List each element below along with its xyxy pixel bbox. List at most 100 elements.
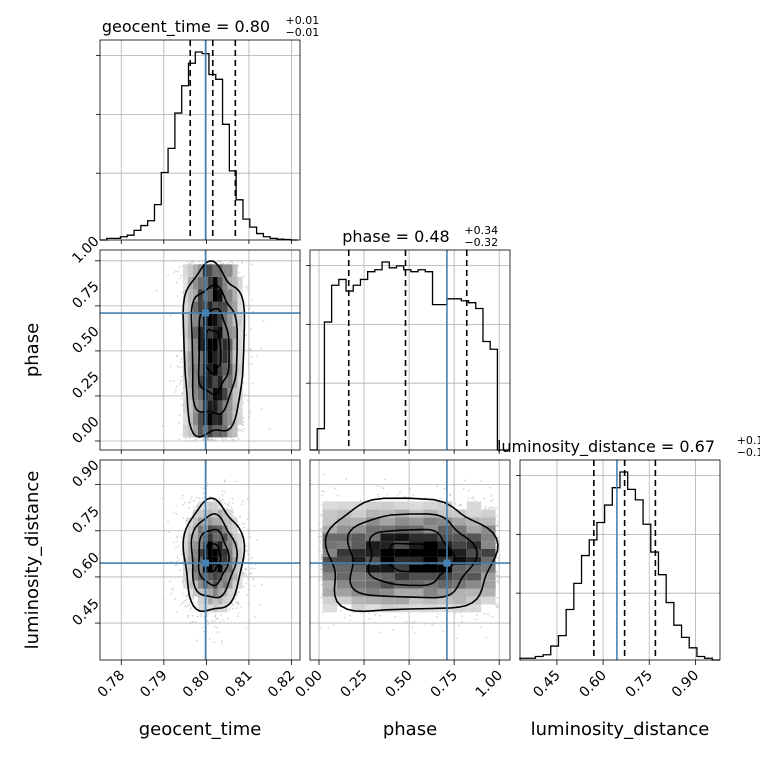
scatter-point [247,518,249,520]
scatter-point [223,620,225,622]
scatter-point [247,550,249,552]
scatter-point [201,627,203,629]
scatter-point [387,494,389,496]
scatter-point [175,565,177,567]
scatter-point [186,518,188,520]
density-cell [208,339,213,351]
scatter-point [238,612,240,614]
density-cell [213,425,218,437]
scatter-point [209,638,211,640]
density-cell [208,589,213,597]
hist-panel-phase [306,250,510,450]
scatter-point [180,398,182,400]
scatter-point [263,320,265,322]
density-cell [198,525,203,533]
scatter-point [242,431,244,433]
density-cell [208,413,213,425]
scatter-point [243,526,245,528]
scatter-point [321,576,323,578]
scatter-point [225,439,227,441]
scatter-point [248,416,250,418]
scatter-point [252,577,254,579]
scatter-point [333,624,335,626]
scatter-point [214,620,216,622]
scatter-point [196,507,198,509]
density-cell [213,533,218,541]
scatter-point [496,557,498,559]
scatter-point [261,584,263,586]
scatter-point [195,622,197,624]
scatter-point [392,629,394,631]
density-cell [213,302,218,314]
scatter-point [181,604,183,606]
density-cell [223,413,228,425]
scatter-point [200,615,202,617]
scatter-point [247,288,249,290]
scatter-point [240,607,242,609]
scatter-point [455,503,457,505]
scatter-point [368,618,370,620]
scatter-point [217,631,219,633]
density-cell [208,525,213,533]
scatter-point [247,528,249,530]
density-cell [208,517,213,525]
density-cell [228,376,233,388]
scatter-point [186,599,188,601]
scatter-point [188,614,190,616]
panel-background [520,460,720,660]
scatter-point [498,564,500,566]
scatter-point [171,588,173,590]
density-cell [183,413,188,425]
density-cell [213,400,218,412]
scatter-point [195,438,197,440]
density-cell [233,525,238,533]
scatter-point [241,503,243,505]
scatter-point [218,497,220,499]
scatter-point [248,589,250,591]
density-cell [208,573,213,581]
scatter-point [229,608,231,610]
scatter-point [252,310,254,312]
scatter-point [233,516,235,518]
scatter-point [188,502,190,504]
scatter-point [254,568,256,570]
scatter-point [180,379,182,381]
scatter-point [252,383,254,385]
scatter-point [173,272,175,274]
scatter-point [497,581,499,583]
scatter-point [215,614,217,616]
scatter-point [464,480,466,482]
density-cell [193,533,198,541]
density-cell [208,264,213,276]
scatter-point [203,438,205,440]
scatter-point [480,480,482,482]
scatter-point [246,569,248,571]
scatter-point [194,506,196,508]
scatter-point [176,513,178,515]
scatter-point [492,616,494,618]
density-cell [228,565,233,573]
scatter-point [192,615,194,617]
scatter-point [468,497,470,499]
scatter-point [173,512,175,514]
scatter-point [245,286,247,288]
scatter-point [345,478,347,480]
scatter-point [247,400,249,402]
scatter-point [498,557,500,559]
scatter-point [248,554,250,556]
scatter-point [196,639,198,641]
scatter-point [245,574,247,576]
density-cell [228,314,233,326]
scatter-point [227,618,229,620]
density-cell [183,277,188,289]
truth-marker [202,310,209,317]
scatter-point [214,440,216,442]
scatter-point [379,615,381,617]
scatter-point [181,405,183,407]
scatter-point [405,621,407,623]
scatter-point [244,572,246,574]
scatter-point [243,523,245,525]
scatter-point [187,605,189,607]
scatter-point [245,334,247,336]
